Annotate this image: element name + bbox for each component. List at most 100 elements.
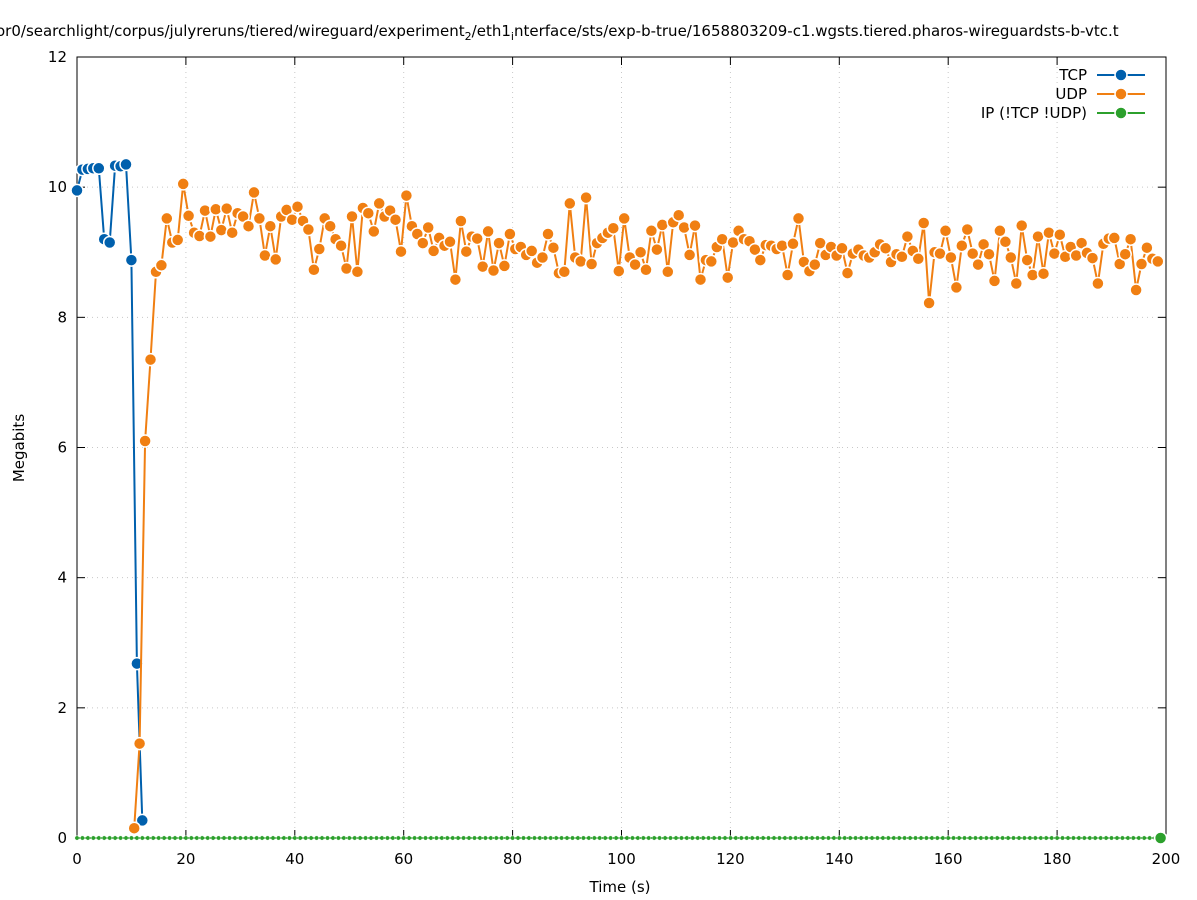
data-point [766,835,771,841]
data-point [401,835,407,841]
x-tick-label: 40 [285,850,304,868]
data-point [646,835,652,841]
data-point [128,835,134,841]
data-point [677,220,691,235]
data-point [1130,835,1136,841]
x-axis-title: Time (s) [589,878,651,896]
data-point [477,835,483,841]
data-point [488,835,494,841]
data-point [776,835,782,841]
data-point [199,835,205,841]
data-point [918,835,924,841]
data-point [124,253,139,267]
data-point [433,835,439,841]
x-tick-label: 80 [503,850,522,868]
data-point [183,835,189,841]
data-point [640,835,646,841]
data-point [161,835,167,841]
chart-title-part: or0/searchlight/corpus/julyreruns/tiered… [0,22,465,40]
x-tick-label: 20 [176,850,195,868]
data-point [922,296,936,310]
data-point [205,835,211,841]
data-point [808,257,822,272]
y-tick-label: 0 [57,829,67,847]
data-point [428,835,434,841]
data-point [1129,283,1143,297]
data-point [248,835,254,841]
data-point [466,835,472,841]
data-point [791,211,806,226]
data-point [472,835,477,841]
data-point [613,835,619,841]
data-point [902,835,908,841]
data-point [243,835,249,841]
data-point [454,214,468,228]
data-point [553,835,559,841]
data-point [1141,835,1147,841]
axes: 0 20 40 60 80 100 120 140 160 180 200 0 2 4 6 8 10 12 [48,48,1180,868]
data-point [727,835,733,841]
data-point [689,835,695,841]
data-point [962,835,967,841]
data-point [612,264,626,278]
data-point [1020,253,1034,267]
data-point [858,835,864,841]
data-point [143,352,158,367]
data-point [874,835,880,841]
x-tick-label: 120 [716,850,745,868]
data-point [292,835,298,841]
data-point [319,835,325,841]
data-point [1060,835,1065,841]
data-point [715,232,729,246]
data-point [247,185,261,200]
data-point [967,835,973,841]
data-point [668,835,673,841]
data-point [949,280,964,295]
data-point [308,835,314,841]
y-tick-label: 12 [48,48,67,66]
data-point [617,211,631,226]
legend-item: IP (!TCP !UDP) [981,104,1145,122]
data-point [270,835,276,841]
data-point [835,241,849,256]
data-point [1054,835,1060,841]
data-point [323,219,337,233]
data-point [929,835,935,841]
data-point [1065,835,1071,841]
data-point [662,835,668,841]
data-point [412,835,418,841]
data-point [911,252,926,266]
data-point [825,835,831,841]
data-point [237,835,243,841]
data-point [1087,835,1093,841]
data-point [1125,835,1131,841]
data-point [700,835,706,841]
data-point [982,247,996,261]
data-point [135,813,150,828]
data-point [426,244,441,258]
data-point [499,835,505,841]
data-point [285,212,299,227]
series-2 [127,177,1165,835]
data-point [717,835,722,841]
data-point [1027,835,1033,841]
x-tick-label: 0 [72,850,82,868]
data-point [203,229,218,244]
data-point [450,835,456,841]
data-point [461,835,467,841]
y-tick-label: 8 [57,308,67,326]
data-point [1009,276,1024,291]
data-point [107,835,113,841]
data-point [79,835,85,841]
data-point [606,221,621,235]
data-point [390,835,396,841]
data-point [651,835,657,841]
data-point [639,263,653,277]
data-point [1134,257,1149,271]
data-point [352,835,358,841]
data-point [259,835,265,841]
data-point [1092,835,1098,841]
data-point [559,835,565,841]
data-point [673,835,679,841]
chart-title-part: /eth1 [472,22,511,40]
